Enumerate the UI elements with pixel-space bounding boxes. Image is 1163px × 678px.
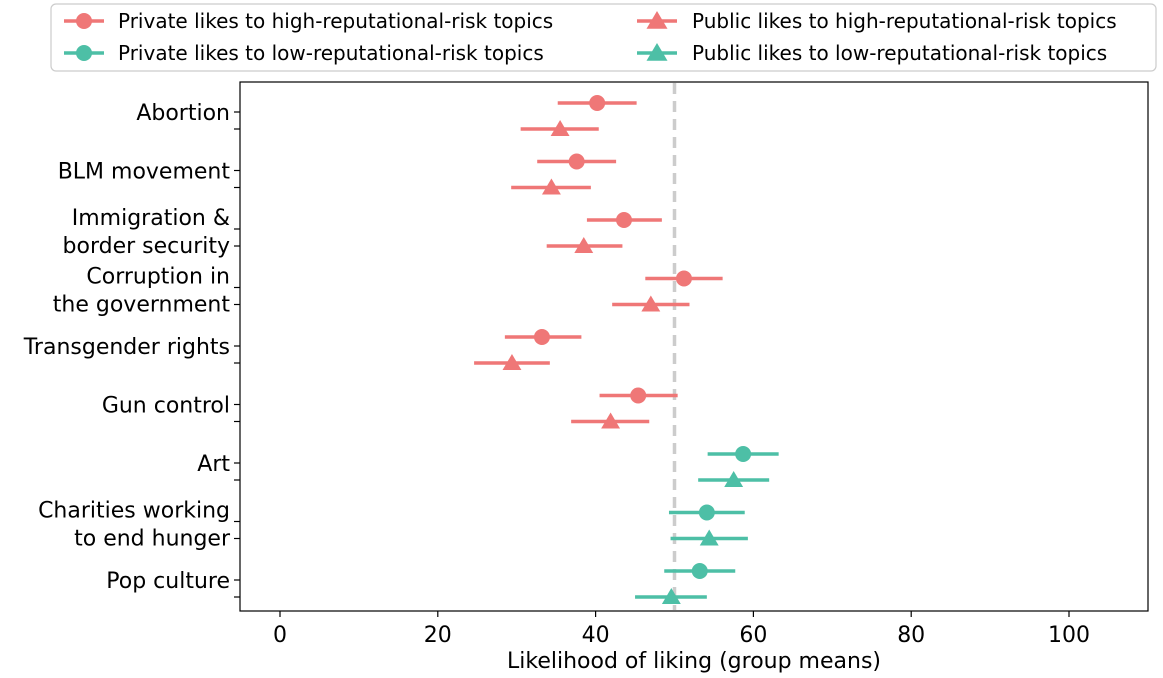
legend-marker-circle [76,13,92,29]
public-point [574,237,594,254]
legend-frame [50,3,1157,72]
private-point-group [599,387,678,404]
y-tick-label: Pop culture [106,569,230,594]
public-point [661,588,681,605]
private-point-group [664,563,736,579]
public-point [724,471,744,488]
private-point [698,504,715,521]
legend-item: Private likes to low-reputational-risk t… [64,41,544,65]
x-tick-label: 60 [739,623,767,648]
public-point [541,178,561,195]
x-axis-label: Likelihood of liking (group means) [507,649,881,674]
public-point [641,295,661,312]
public-point [550,120,570,137]
y-tick-label: Transgender rights [23,335,230,360]
legend-marker-triangle [646,43,668,61]
y-tick-label: Immigration & [72,206,230,231]
private-point-group [504,329,582,345]
public-point-group [635,588,707,605]
x-tick-label: 20 [424,623,452,648]
public-point-group [698,471,770,488]
y-axis: Abortion BLM movement Immigration & border … [23,101,240,598]
private-point [568,153,585,170]
y-tick-label: BLM movement [58,160,231,185]
legend-item: Private likes to high-reputational-risk … [64,9,553,33]
y-tick-label: Corruption in [86,265,230,290]
private-point-group [645,270,723,287]
private-point-group [557,95,637,111]
plot-area [239,81,1149,612]
public-point [699,529,719,546]
private-point-group [586,212,662,228]
private-point-group [707,446,779,462]
legend-label: Private likes to high-reputational-risk … [118,9,553,33]
legend-item: Public likes to low-reputational-risk to… [637,41,1107,65]
private-point [533,329,550,345]
y-tick-label: the government [53,293,231,318]
public-point [502,354,522,371]
plot-frame [239,81,1149,612]
y-tick-label: to end hunger [74,527,231,552]
private-point-group [668,504,745,521]
private-point-group [537,153,617,170]
public-point-group [520,120,599,137]
legend: Private likes to high-reputational-risk … [50,3,1157,72]
public-point-group [474,354,550,371]
private-point [675,270,692,287]
public-point-group [546,237,623,254]
y-tick-label: Gun control [102,394,230,419]
public-point-group [511,178,591,195]
public-point [601,412,621,429]
y-tick-label: border security [63,234,230,259]
private-point [691,563,708,579]
public-point-group [571,412,650,429]
legend-item: Public likes to high-reputational-risk t… [637,9,1117,33]
x-tick-label: 80 [897,623,925,648]
private-point [589,95,606,111]
legend-label: Public likes to low-reputational-risk to… [692,41,1107,65]
private-point [616,212,633,228]
x-tick-label: 100 [1048,623,1090,648]
legend-marker-circle [76,45,92,61]
x-tick-label: 40 [582,623,610,648]
public-point-group [670,529,748,546]
x-axis: 0 20 40 60 80 100 [273,611,1090,648]
private-point [735,446,752,462]
private-point [630,387,647,404]
y-tick-label: Abortion [136,101,230,126]
x-tick-label: 0 [273,623,287,648]
public-point-group [612,295,690,312]
legend-label: Private likes to low-reputational-risk t… [118,41,544,65]
y-tick-label: Charities working [38,499,230,524]
legend-marker-triangle [646,11,668,29]
legend-label: Public likes to high-reputational-risk t… [692,9,1117,33]
y-tick-label: Art [197,452,230,477]
